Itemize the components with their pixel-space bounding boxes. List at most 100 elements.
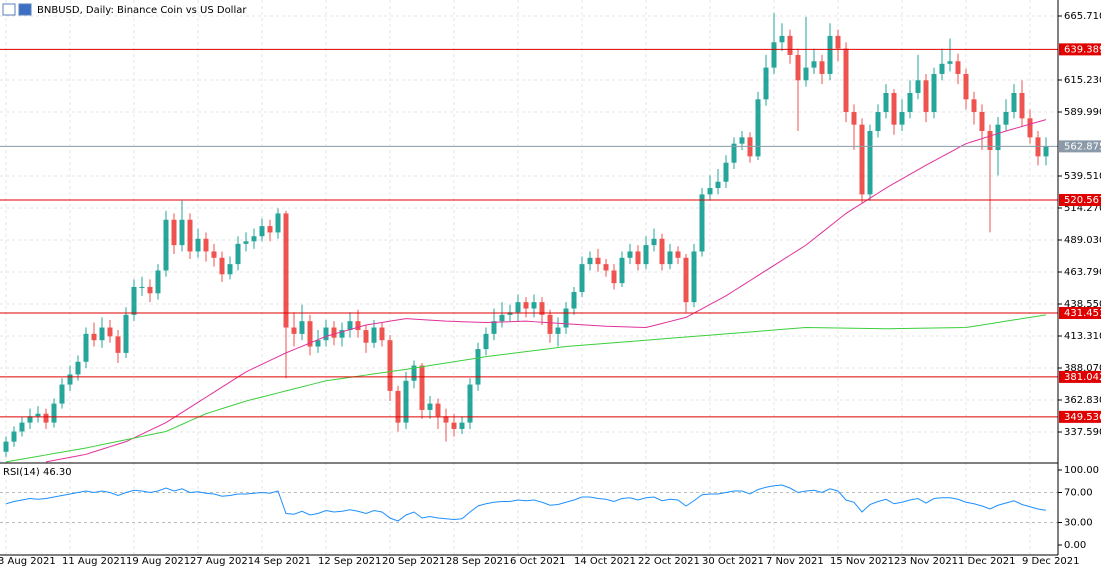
candle-body: [603, 264, 609, 271]
candle-body: [787, 35, 793, 55]
candle-body: [299, 321, 305, 334]
candle-body: [155, 270, 161, 294]
candle-body: [859, 124, 865, 195]
candle-body: [139, 286, 145, 288]
candle-body: [723, 162, 729, 182]
candle-body: [779, 35, 785, 43]
candle-body: [1043, 146, 1049, 157]
y-tick-label: 539.510: [1064, 171, 1101, 182]
candle-body: [627, 251, 633, 258]
candle-body: [179, 219, 185, 246]
x-tick-label: 9 Dec 2021: [1022, 556, 1080, 567]
candle-body: [931, 73, 937, 112]
candle-body: [251, 236, 257, 242]
candle-body: [883, 92, 889, 112]
candle-body: [643, 245, 649, 265]
candle-body: [755, 99, 761, 157]
y-tick-label: 665.710: [1064, 11, 1101, 22]
y-tick-label: 0.00: [1064, 540, 1086, 551]
level-label: 381.042: [1064, 372, 1101, 383]
candle-body: [115, 336, 121, 353]
candle-body: [587, 257, 593, 265]
candle-body: [19, 422, 25, 432]
candle-body: [571, 292, 577, 309]
candle-body: [259, 226, 265, 237]
candle-body: [283, 213, 289, 328]
candle-body: [699, 194, 705, 252]
candle-body: [339, 330, 345, 338]
level-label: 431.451: [1064, 308, 1101, 319]
candle-body: [459, 422, 465, 429]
candle-body: [451, 422, 457, 429]
candle-body: [683, 257, 689, 303]
candle-body: [427, 403, 433, 410]
candle-body: [1027, 118, 1033, 138]
candle-body: [3, 441, 9, 452]
y-tick-label: 514.270: [1064, 203, 1101, 214]
moving-average: [45, 119, 1047, 463]
candle-body: [443, 416, 449, 423]
candle-body: [979, 111, 985, 132]
candle-body: [851, 111, 857, 125]
level-label-bg: [1059, 370, 1101, 383]
candle-body: [59, 384, 65, 404]
candle-body: [227, 264, 233, 275]
candle-body: [315, 340, 321, 347]
candle-body: [395, 390, 401, 423]
candle-body: [923, 80, 929, 112]
level-label: 562.875: [1064, 141, 1101, 152]
candle-body: [419, 365, 425, 410]
level-label-bg: [1059, 194, 1101, 207]
candle-body: [515, 302, 521, 313]
x-tick-label: 3 Aug 2021: [0, 556, 56, 567]
candle-body: [659, 238, 665, 265]
y-tick-label: 388.070: [1064, 363, 1101, 374]
x-tick-label: 14 Oct 2021: [574, 556, 636, 567]
candle-body: [307, 321, 313, 347]
level-label-bg: [1059, 43, 1101, 56]
candle-body: [323, 327, 329, 341]
level-label-bg: [1059, 140, 1101, 153]
candle-body: [235, 243, 241, 265]
x-tick-label: 23 Nov 2021: [894, 556, 958, 567]
candle-body: [475, 349, 481, 385]
candle-body: [619, 257, 625, 284]
candle-body: [403, 380, 409, 423]
candle-body: [131, 286, 137, 315]
candle-body: [691, 251, 697, 303]
y-tick-label: 413.310: [1064, 331, 1101, 342]
candle-body: [523, 302, 529, 309]
y-tick-label: 337.590: [1064, 427, 1101, 438]
candle-body: [99, 327, 105, 341]
candle-body: [483, 333, 489, 350]
x-tick-label: 11 Aug 2021: [62, 556, 126, 567]
candle-body: [147, 286, 153, 294]
y-tick-label: 100.00: [1064, 465, 1099, 476]
candle-body: [355, 321, 361, 331]
candle-body: [771, 42, 777, 68]
candle-body: [827, 35, 833, 74]
candle-body: [811, 61, 817, 68]
candle-body: [379, 327, 385, 341]
candle-body: [739, 137, 745, 144]
candle-body: [963, 73, 969, 100]
candle-body: [43, 413, 49, 423]
level-label-bg: [1059, 307, 1101, 320]
x-tick-label: 6 Oct 2021: [510, 556, 565, 567]
candle-body: [595, 257, 601, 265]
candle-body: [51, 403, 57, 423]
candle-body: [531, 302, 537, 309]
x-tick-label: 4 Sep 2021: [254, 556, 311, 567]
candle-body: [579, 264, 585, 293]
candle-body: [83, 333, 89, 362]
candle-body: [987, 131, 993, 151]
candle-body: [67, 374, 73, 385]
candle-body: [219, 257, 225, 275]
candle-body: [195, 238, 201, 252]
y-tick-label: 438.550: [1064, 299, 1101, 310]
candle-body: [411, 365, 417, 381]
candle-body: [907, 92, 913, 112]
candle-body: [763, 67, 769, 100]
marks: [0, 13, 1058, 522]
